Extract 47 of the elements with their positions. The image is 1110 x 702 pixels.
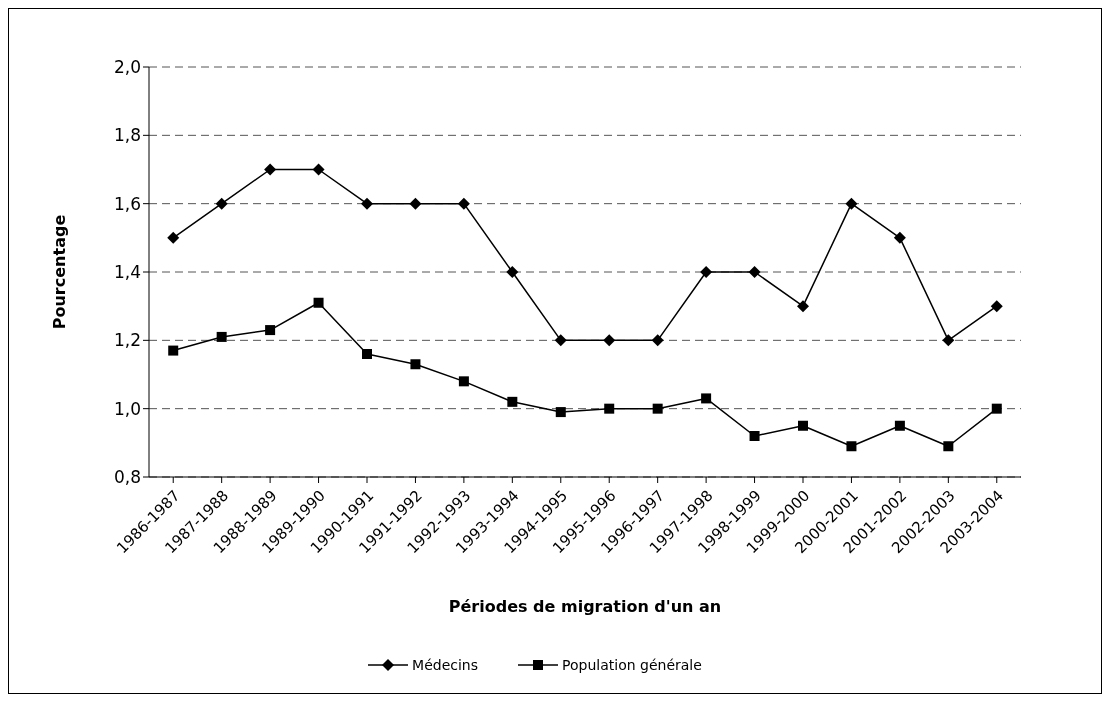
y-tick-label: 2,0 — [113, 57, 141, 78]
point — [748, 266, 761, 278]
point — [458, 376, 469, 387]
point — [943, 441, 954, 452]
point — [991, 403, 1002, 414]
x-axis-title: Périodes de migration d'un an — [448, 597, 722, 616]
point — [265, 325, 276, 336]
point — [409, 197, 422, 210]
y-tick-label: 1,6 — [113, 193, 141, 214]
legend-label: Médecins — [412, 657, 479, 673]
point — [507, 396, 518, 407]
point — [555, 407, 566, 418]
point — [554, 334, 567, 347]
y-axis-title: Pourcentage — [49, 214, 69, 330]
y-tick-label: 1,2 — [113, 330, 141, 351]
point — [215, 197, 228, 210]
point — [410, 359, 421, 370]
point — [216, 331, 227, 342]
y-tick-label: 1,8 — [113, 125, 141, 146]
y-tick-label: 0,8 — [113, 467, 141, 488]
point — [603, 334, 616, 347]
point — [990, 300, 1003, 313]
point — [893, 231, 906, 244]
point — [798, 420, 808, 431]
point — [845, 197, 858, 210]
point — [264, 163, 277, 176]
point — [651, 334, 664, 347]
point — [604, 403, 615, 414]
point — [652, 403, 663, 414]
point — [749, 431, 760, 441]
y-tick-label: 1,0 — [113, 398, 141, 419]
point — [313, 297, 324, 308]
point — [701, 393, 712, 404]
point — [362, 349, 372, 359]
point — [457, 197, 470, 210]
legend-label: Population générale — [562, 657, 702, 673]
point — [942, 334, 955, 347]
point — [846, 441, 857, 452]
point — [361, 197, 373, 210]
point — [797, 300, 809, 313]
point — [506, 266, 519, 278]
point — [168, 345, 179, 356]
y-tick-label: 1,4 — [113, 262, 141, 283]
point — [312, 163, 325, 176]
point — [167, 231, 180, 244]
point — [894, 420, 905, 431]
point — [700, 266, 713, 278]
